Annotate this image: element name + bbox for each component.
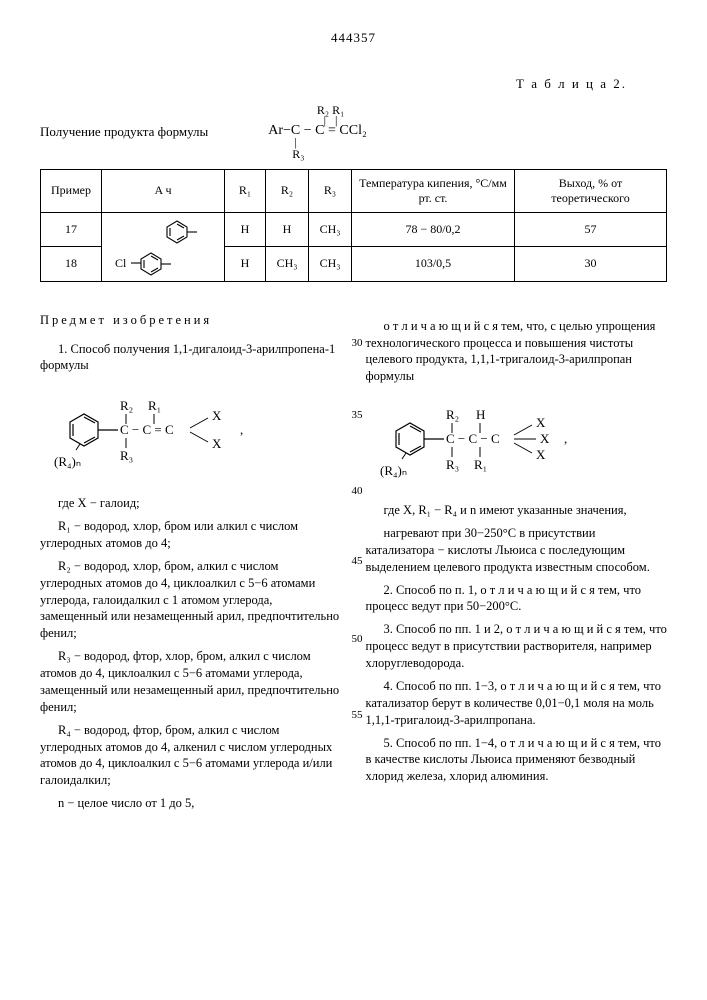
cell-r3: CH₃: [309, 247, 352, 282]
where-n: n − целое число от 1 до 5,: [40, 795, 342, 812]
table-label: Т а б л и ц а 2.: [40, 76, 627, 92]
table-row: 17 Cl: [41, 212, 667, 247]
col-example: Пример: [41, 169, 102, 212]
col-bp: Температура кипения, °C/мм рт. ст.: [352, 169, 515, 212]
table-caption: Получение продукта формулы: [40, 124, 228, 140]
claim-2: 2. Способ по п. 1, о т л и ч а ю щ и й с…: [366, 582, 668, 616]
svg-text:Cl: Cl: [115, 256, 127, 270]
svg-text:,: ,: [240, 422, 243, 437]
line-number: 50: [352, 632, 363, 647]
col-r1: R₁: [225, 169, 266, 212]
claim-5: 5. Способ по пп. 1−4, о т л и ч а ю щ и …: [366, 735, 668, 786]
line-number: 30: [352, 336, 363, 351]
svg-text:R₁: R₁: [474, 457, 487, 472]
svg-text:X: X: [212, 408, 222, 423]
svg-text:(R₄)ₙ: (R₄)ₙ: [54, 454, 81, 469]
where-r2: R₂ − водород, хлор, бром, алкил с числом…: [40, 558, 342, 642]
left-column: Предмет изобретения 1. Способ получения …: [40, 312, 342, 818]
svg-text:R₁: R₁: [148, 398, 161, 413]
cell-r3: CH₃: [309, 212, 352, 247]
svg-text:C − C − C: C − C − C: [446, 431, 500, 446]
where-r1: R₁ − водород, хлор, бром или алкил с чис…: [40, 518, 342, 552]
right-column: 30 35 40 45 50 55 о т л и ч а ю щ и й с …: [366, 312, 668, 818]
formula-1-structure: (R₄)ₙ R₂ R₁ C − C = C R₃ X X ,: [40, 382, 342, 487]
col-r2: R₂: [266, 169, 309, 212]
svg-text:X: X: [212, 436, 222, 451]
svg-text:R₃: R₃: [446, 457, 459, 472]
cell-bp: 78 − 80/0,2: [352, 212, 515, 247]
line-number: 55: [352, 708, 363, 723]
col-ar: A ч: [102, 169, 225, 212]
claim-3: 3. Способ по пп. 1 и 2, о т л и ч а ю щ …: [366, 621, 668, 672]
svg-text:X: X: [536, 415, 546, 430]
cell-n: 18: [41, 247, 102, 282]
col-yield: Выход, % от теоретического: [515, 169, 667, 212]
cell-bp: 103/0,5: [352, 247, 515, 282]
cell-r1: H: [225, 212, 266, 247]
line-number: 45: [352, 554, 363, 569]
claims-heading: Предмет изобретения: [40, 312, 342, 329]
col-r3: R₃: [309, 169, 352, 212]
svg-text:R₂: R₂: [446, 407, 459, 422]
cell-yield: 57: [515, 212, 667, 247]
where-clause: где X, R₁ − R₄ и n имеют указанные значе…: [366, 502, 668, 519]
where-r3: R₃ − водород, фтор, хлор, бром, алкил с …: [40, 648, 342, 716]
aryl-structure-icon: Cl: [113, 238, 213, 252]
where-r4: R₄ − водород, фтор, бром, алкил с числом…: [40, 722, 342, 790]
body-columns: Предмет изобретения 1. Способ получения …: [40, 312, 667, 818]
patent-number: 444357: [40, 30, 667, 46]
svg-text:R₃: R₃: [120, 448, 133, 463]
data-table: Пример A ч R₁ R₂ R₃ Температура кипения,…: [40, 169, 667, 282]
cell-n: 17: [41, 212, 102, 247]
cell-r1: H: [225, 247, 266, 282]
claim-4: 4. Способ по пп. 1−3, о т л и ч а ю щ и …: [366, 678, 668, 729]
cell-yield: 30: [515, 247, 667, 282]
cell-ar: Cl: [102, 212, 225, 281]
heat-clause: нагревают при 30−250°C в присутствии кат…: [366, 525, 668, 576]
cell-r2: CH₃: [266, 247, 309, 282]
line-number: 40: [352, 484, 363, 499]
svg-text:C − C = C: C − C = C: [120, 422, 174, 437]
svg-text:R₂: R₂: [120, 398, 133, 413]
table-caption-row: Получение продукта формулы R₂ R₁ | | Ar−…: [40, 104, 667, 161]
svg-text:X: X: [536, 447, 546, 462]
formula-mid: Ar−C − C = CCl₂: [268, 123, 367, 138]
claim-1-otlich: о т л и ч а ю щ и й с я тем, что, с цель…: [366, 318, 668, 386]
svg-text:(R₄)ₙ: (R₄)ₙ: [380, 463, 407, 478]
where-x: где X − галоид;: [40, 495, 342, 512]
svg-text:X: X: [540, 431, 550, 446]
svg-text:H: H: [476, 407, 485, 422]
line-number: 35: [352, 408, 363, 423]
svg-text:,: ,: [564, 431, 567, 446]
table-header-row: Пример A ч R₁ R₂ R₃ Температура кипения,…: [41, 169, 667, 212]
cell-r2: H: [266, 212, 309, 247]
header-formula: R₂ R₁ | | Ar−C − C = CCl₂ | R₃: [268, 104, 367, 161]
formula-2-structure: (R₄)ₙ R₂ H C − C − C R₃ R₁ X X X ,: [366, 393, 668, 494]
formula-bot: R₃: [292, 147, 304, 161]
claim-1-intro: 1. Способ получения 1,1-дигалоид-3-арилп…: [40, 341, 342, 375]
